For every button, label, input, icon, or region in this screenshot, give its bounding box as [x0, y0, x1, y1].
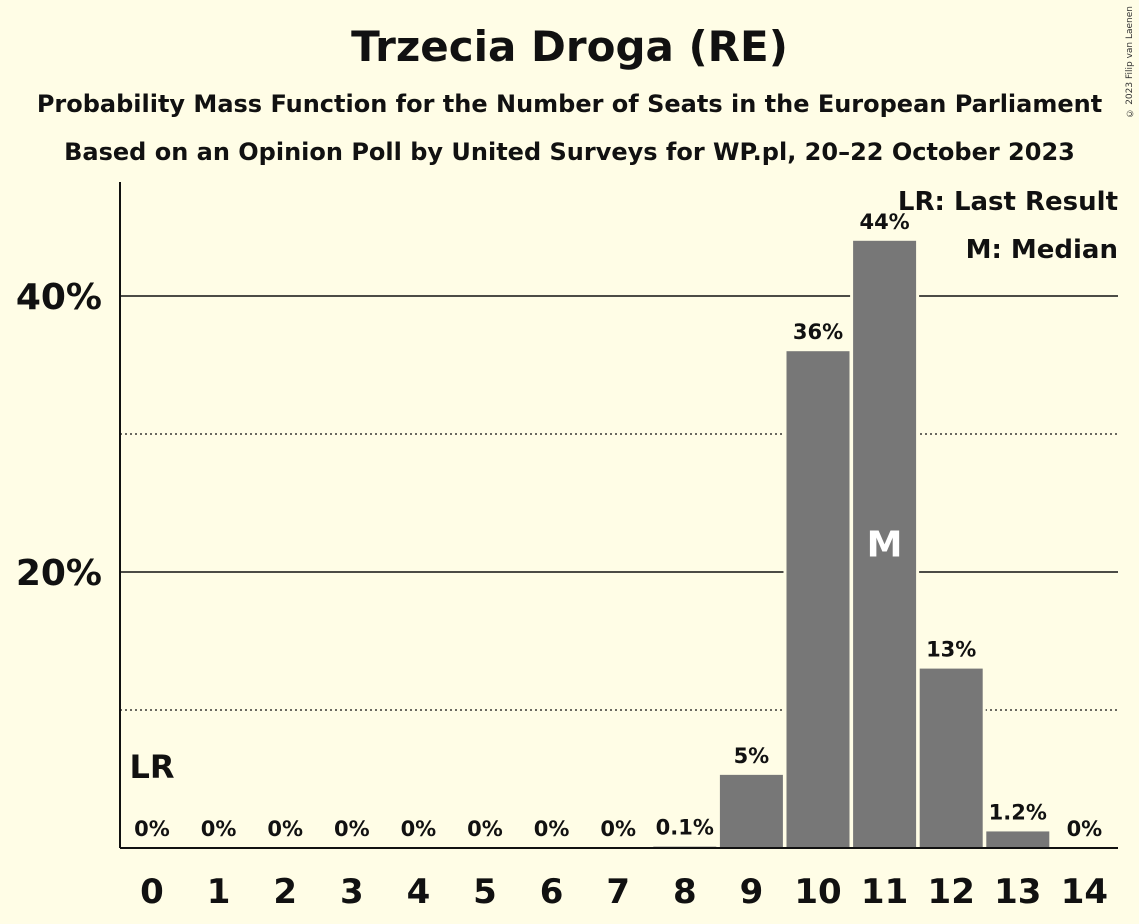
bar — [786, 351, 850, 848]
bar-value-label: 0% — [334, 817, 370, 841]
bar-value-label: 0% — [401, 817, 437, 841]
x-tick-label: 13 — [994, 872, 1041, 912]
x-tick-label: 2 — [273, 872, 297, 912]
x-tick-label: 8 — [673, 872, 697, 912]
x-tick-label: 10 — [794, 872, 841, 912]
y-tick-label: 20% — [16, 553, 102, 594]
bar-value-label: 0% — [1067, 817, 1103, 841]
bar — [986, 831, 1050, 848]
bar — [719, 774, 783, 848]
bar-value-label: 0.1% — [656, 816, 714, 840]
last-result-marker: LR — [129, 748, 174, 786]
bar-value-label: 1.2% — [989, 800, 1047, 824]
bar — [853, 240, 917, 849]
median-marker: M — [867, 524, 903, 565]
legend-entry: M: Median — [966, 235, 1118, 265]
bar-value-label: 44% — [859, 210, 909, 234]
x-tick-label: 14 — [1061, 872, 1108, 912]
chart-source: Based on an Opinion Poll by United Surve… — [64, 138, 1075, 166]
bar-value-label: 0% — [201, 817, 237, 841]
bar-halo — [650, 843, 720, 848]
x-tick-label: 5 — [473, 872, 497, 912]
bar-value-label: 0% — [467, 817, 503, 841]
x-tick-label: 0 — [140, 872, 164, 912]
chart-subtitle: Probability Mass Function for the Number… — [36, 90, 1103, 118]
bar-value-label: 0% — [534, 817, 570, 841]
bar-value-label: 0% — [134, 817, 170, 841]
x-tick-label: 1 — [207, 872, 231, 912]
bar-value-label: 13% — [926, 638, 976, 662]
bar-value-label: 0% — [600, 817, 636, 841]
x-tick-label: 4 — [407, 872, 431, 912]
x-tick-label: 6 — [540, 872, 564, 912]
x-tick-label: 12 — [928, 872, 975, 912]
y-tick-label: 40% — [16, 277, 102, 318]
chart-title: Trzecia Droga (RE) — [351, 22, 788, 71]
bar-value-label: 36% — [793, 320, 843, 344]
bar-value-label: 0% — [267, 817, 303, 841]
legend-entry: LR: Last Result — [898, 187, 1118, 217]
bar-value-label: 5% — [734, 744, 770, 768]
x-tick-label: 11 — [861, 872, 908, 912]
x-tick-label: 7 — [606, 872, 630, 912]
bar — [919, 668, 983, 848]
x-tick-label: 9 — [740, 872, 764, 912]
x-tick-label: 3 — [340, 872, 364, 912]
